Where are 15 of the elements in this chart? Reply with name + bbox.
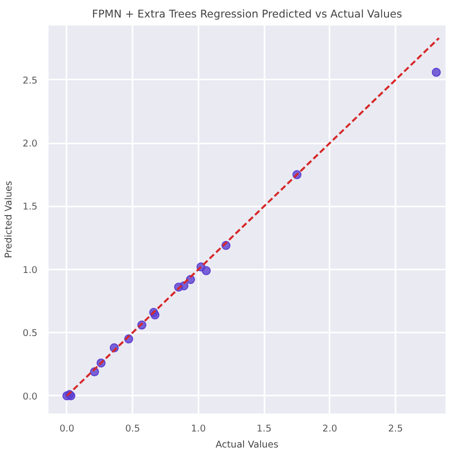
x-tick-label: 1.0 — [190, 424, 206, 434]
x-tick-label: 1.5 — [256, 424, 272, 434]
x-tick-label: 0.5 — [125, 424, 140, 434]
y-tick-label: 0.5 — [22, 328, 38, 340]
x-tick-label: 0.0 — [59, 424, 74, 434]
chart-title: FPMN + Extra Trees Regression Predicted vs Actual Values — [92, 8, 402, 20]
x-tick-label: 2.0 — [322, 424, 338, 434]
y-tick-label: 0.0 — [22, 391, 38, 402]
y-tick-label: 2.5 — [22, 75, 38, 86]
y-tick-label: 1.0 — [22, 264, 38, 276]
y-tick-label: 2.0 — [22, 138, 38, 150]
x-axis-title: Actual Values — [216, 440, 278, 450]
y-tick-label: 1.5 — [22, 202, 38, 213]
x-tick-label: 2.5 — [388, 424, 404, 434]
y-axis-title: Predicted Values — [4, 180, 15, 258]
